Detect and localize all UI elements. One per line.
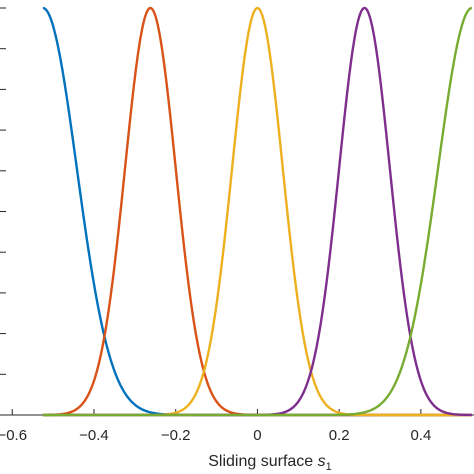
x-tick-label: −0.2 (161, 427, 191, 444)
membership-curve-1 (42, 6, 472, 417)
membership-curve-4 (42, 6, 472, 417)
y-axis-ticks (0, 7, 6, 416)
x-tick-label: −0.6 (0, 427, 27, 444)
membership-curve-5 (42, 6, 473, 417)
x-tick-label: 0 (253, 427, 261, 444)
plot-series (42, 6, 473, 417)
membership-curve-2 (42, 6, 472, 417)
x-tick-label: −0.4 (79, 427, 109, 444)
x-tick-label: 0.2 (329, 427, 350, 444)
membership-curve-3 (42, 6, 472, 417)
x-axis-tick-labels: −0.6 −0.4 −0.2 0 0.2 0.4 (0, 427, 431, 444)
x-axis-title: Sliding surface s1 (208, 453, 332, 473)
x-tick-label: 0.4 (410, 427, 431, 444)
